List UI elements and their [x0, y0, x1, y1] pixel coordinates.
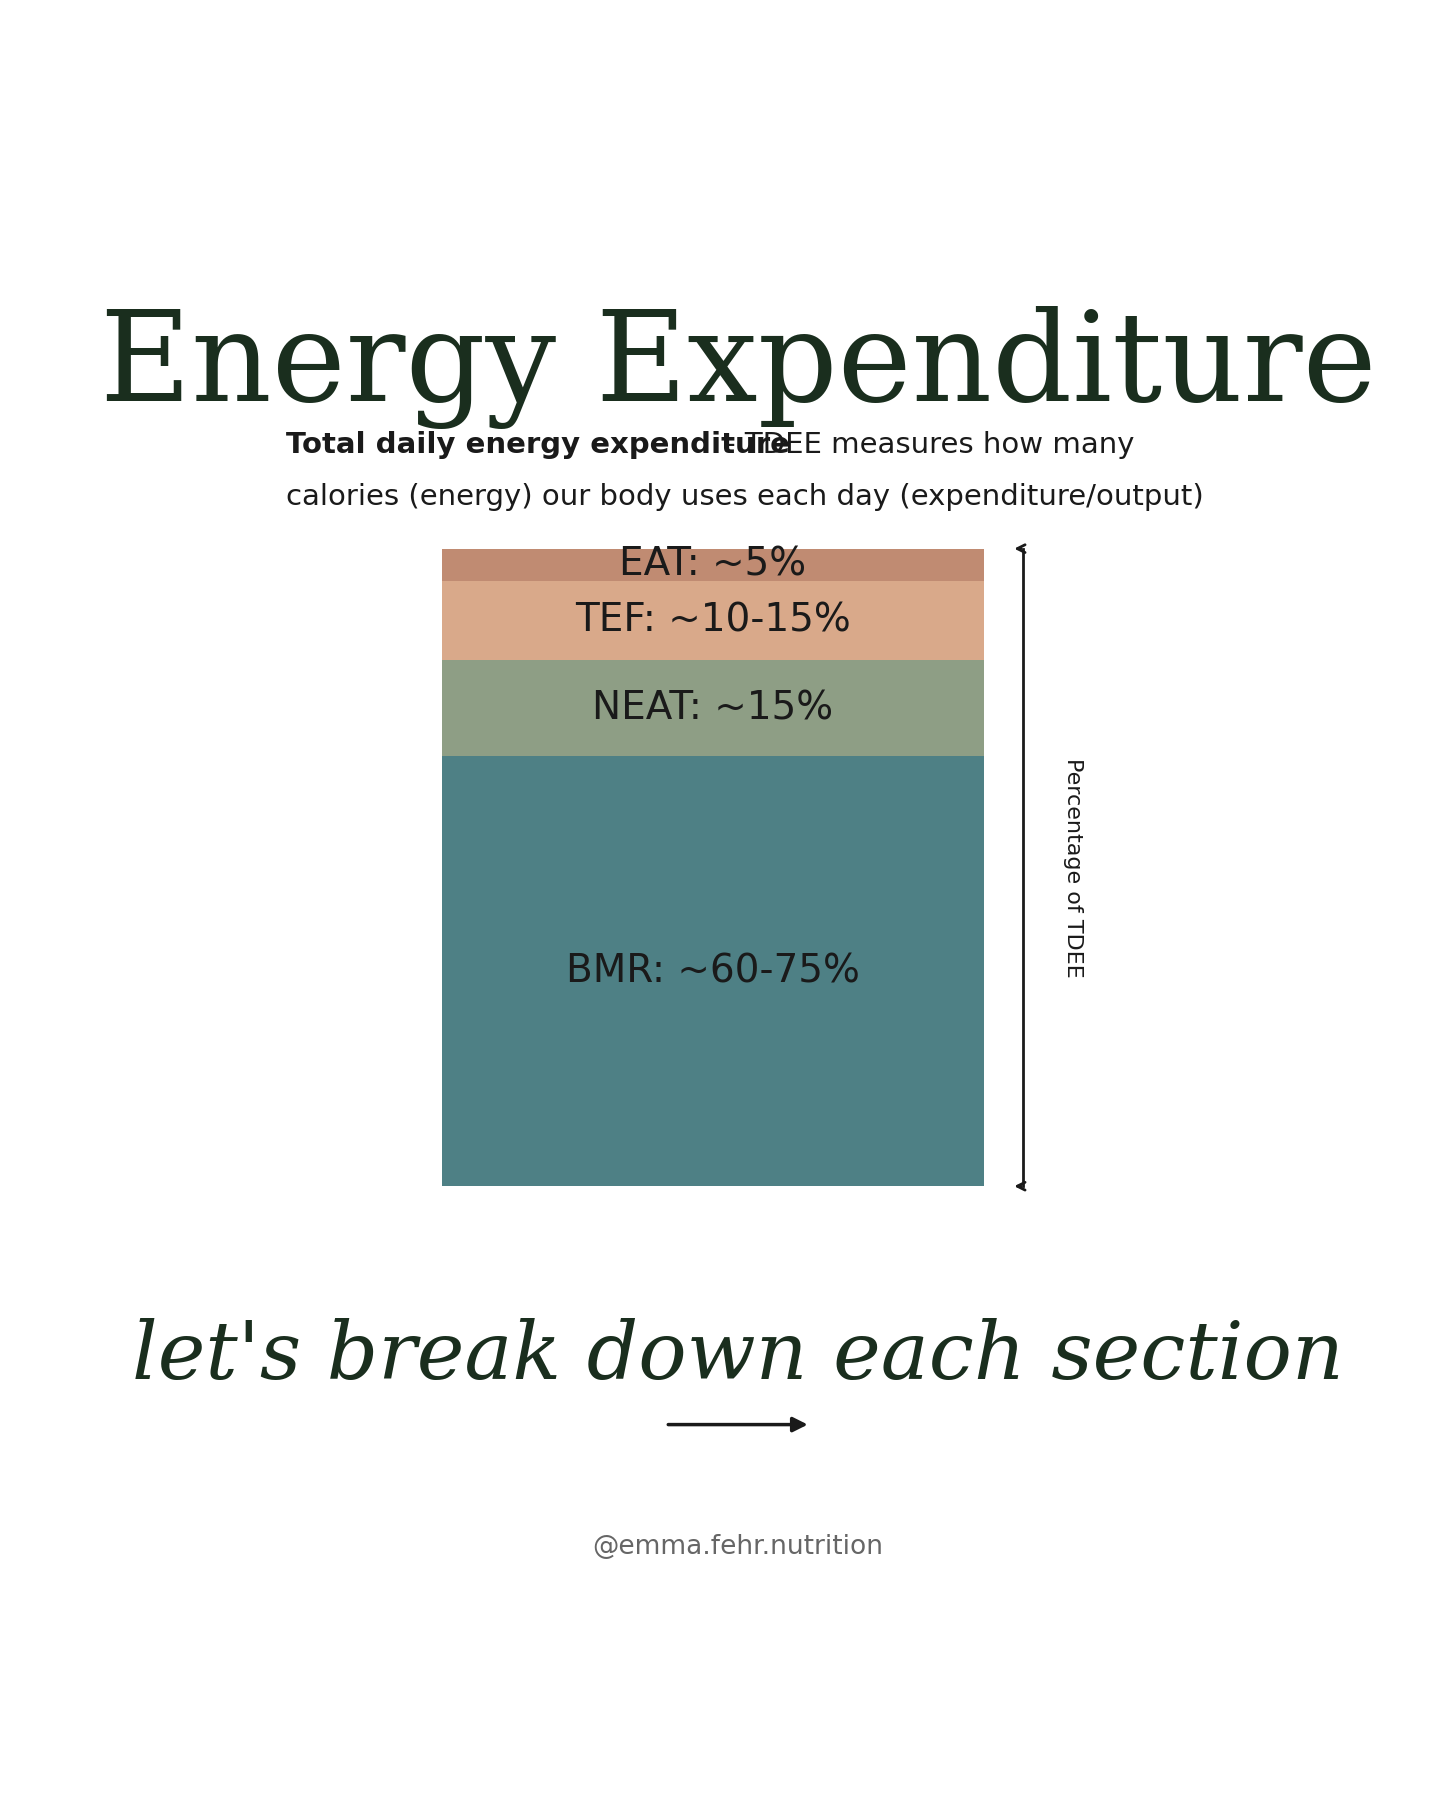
- Text: NEAT: ~15%: NEAT: ~15%: [592, 689, 834, 727]
- Text: calories (energy) our body uses each day (expenditure/output): calories (energy) our body uses each day…: [287, 484, 1204, 511]
- Text: let's break down each section: let's break down each section: [132, 1318, 1344, 1395]
- Bar: [442, 549, 984, 581]
- Text: TEF: ~10-15%: TEF: ~10-15%: [575, 601, 851, 639]
- Bar: [442, 581, 984, 661]
- Text: BMR: ~60-75%: BMR: ~60-75%: [566, 952, 860, 990]
- Text: @emma.fehr.nutrition: @emma.fehr.nutrition: [592, 1534, 884, 1559]
- Bar: [442, 661, 984, 756]
- Text: - TDEE measures how many: - TDEE measures how many: [716, 430, 1135, 459]
- Text: Energy Expenditure: Energy Expenditure: [99, 306, 1377, 428]
- Text: EAT: ~5%: EAT: ~5%: [619, 545, 806, 583]
- Text: Total daily energy expenditure: Total daily energy expenditure: [287, 430, 791, 459]
- Text: Percentage of TDEE: Percentage of TDEE: [1063, 758, 1083, 977]
